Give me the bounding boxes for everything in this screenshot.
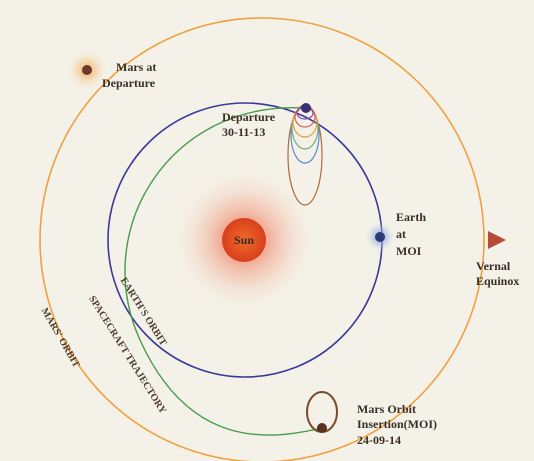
label: Departure [222, 110, 276, 124]
label: Mars Orbit [357, 402, 416, 416]
sun-label: Sun [234, 233, 254, 247]
diagram: Mars at Departure Departure 30-11-13 Ear… [0, 0, 534, 461]
label: Mars at [116, 60, 156, 74]
label: MOI [396, 244, 422, 258]
label: at [396, 227, 406, 241]
mars-at-moi [317, 423, 327, 433]
earth-at-moi [375, 232, 385, 242]
label: 30-11-13 [222, 125, 265, 139]
label: 24-09-14 [357, 433, 401, 447]
label: Equinox [476, 274, 519, 288]
earth-at-departure [301, 103, 311, 113]
label: Departure [102, 76, 156, 90]
label: Insertion(MOI) [357, 417, 437, 431]
label: Earth [396, 210, 426, 224]
mars-at-departure [82, 65, 92, 75]
label: Vernal [476, 259, 511, 273]
